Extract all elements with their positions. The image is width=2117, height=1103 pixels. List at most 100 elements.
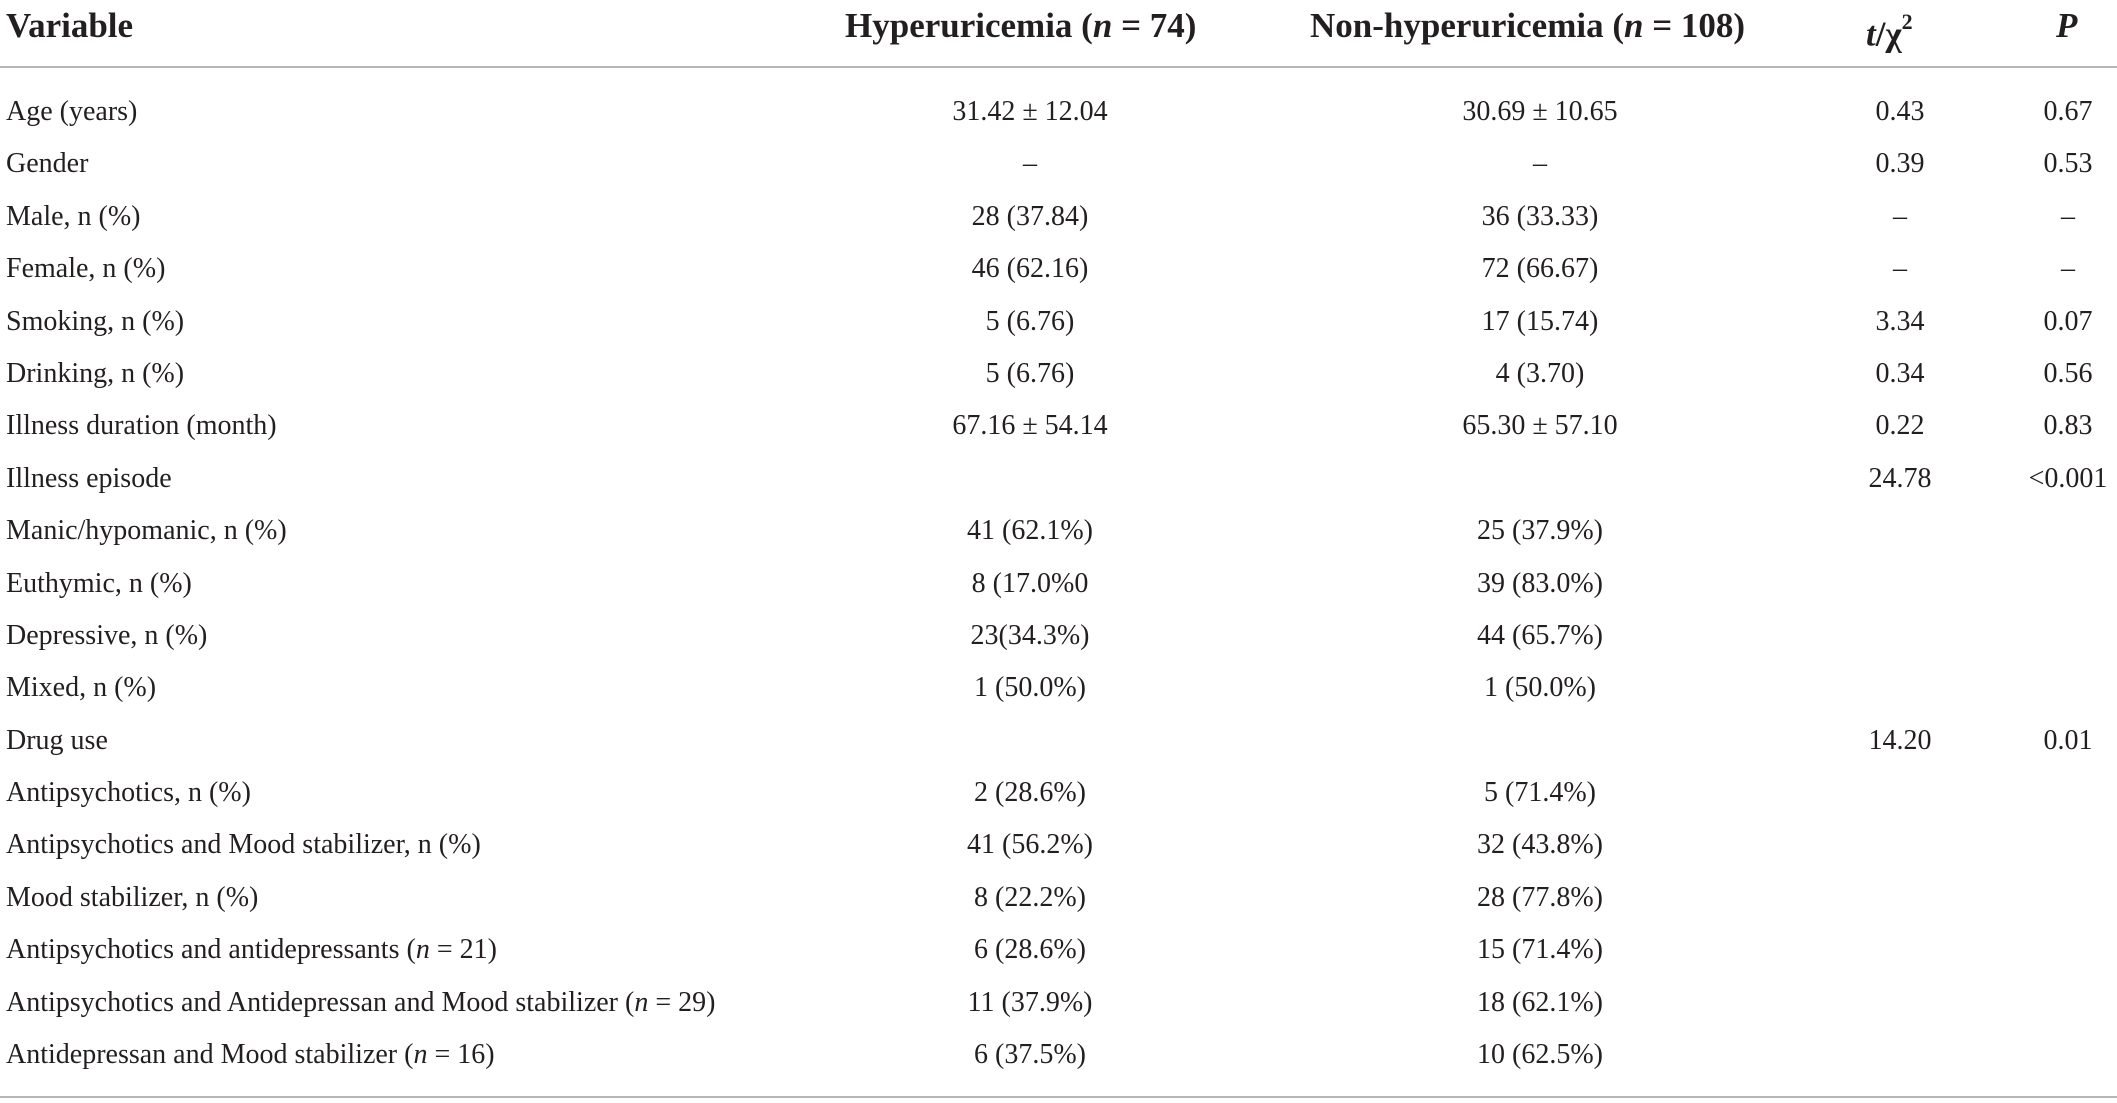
cell-p-value bbox=[1998, 819, 2117, 871]
table-row: Gender – – 0.39 0.53 bbox=[0, 138, 2117, 190]
table-row: Depressive, n (%) 23(34.3%) 44 (65.7%) bbox=[0, 610, 2117, 662]
cell-non-hyperuricemia: 32 (43.8%) bbox=[1477, 829, 1603, 861]
table-row: Euthymic, n (%) 8 (17.0%0 39 (83.0%) bbox=[0, 558, 2117, 610]
cell-variable: Drug use bbox=[6, 724, 108, 756]
cell-non-hyperuricemia: 4 (3.70) bbox=[1495, 357, 1585, 389]
cell-hyperuricemia: 41 (62.1%) bbox=[967, 515, 1093, 547]
table-row: Illness episode 24.78 <0.001 bbox=[0, 453, 2117, 505]
cell-non-hyperuricemia: 5 (71.4%) bbox=[1484, 777, 1596, 809]
cell-non-hyperuricemia: 25 (37.9%) bbox=[1477, 515, 1603, 547]
cell-variable: Antipsychotics and antidepressants (n = … bbox=[6, 934, 497, 966]
table-row: Smoking, n (%) 5 (6.76) 17 (15.74) 3.34 0.07 bbox=[0, 296, 2117, 348]
cell-variable: Illness episode bbox=[6, 462, 172, 494]
cell-t-chi-square bbox=[1830, 662, 1970, 714]
cell-hyperuricemia: – bbox=[1023, 148, 1037, 180]
table-row: Manic/hypomanic, n (%) 41 (62.1%) 25 (37.9… bbox=[0, 505, 2117, 557]
table-body: Age (years) 31.42 ± 12.04 30.69 ± 10.65 0.4… bbox=[0, 86, 2117, 1081]
cell-hyperuricemia: 46 (62.16) bbox=[971, 253, 1089, 285]
cell-t-chi-square bbox=[1830, 977, 1970, 1029]
cell-non-hyperuricemia: 44 (65.7%) bbox=[1477, 619, 1603, 651]
cell-p-value bbox=[1998, 872, 2117, 924]
bottom-rule bbox=[0, 1096, 2117, 1098]
cell-non-hyperuricemia: 1 (50.0%) bbox=[1484, 672, 1596, 704]
cell-variable: Drinking, n (%) bbox=[6, 357, 185, 389]
cell-variable: Antipsychotics, n (%) bbox=[6, 777, 251, 809]
cell-t-chi-square bbox=[1830, 819, 1970, 871]
cell-t-chi-square: 0.39 bbox=[1875, 148, 1925, 180]
cell-hyperuricemia: 6 (28.6%) bbox=[974, 934, 1086, 966]
cell-p-value: 0.67 bbox=[2043, 96, 2093, 127]
cell-non-hyperuricemia: 18 (62.1%) bbox=[1477, 986, 1603, 1018]
table-row: Antipsychotics and Antidepressan and Moo… bbox=[0, 977, 2117, 1029]
cell-t-chi-square bbox=[1830, 767, 1970, 819]
cell-hyperuricemia: 1 (50.0%) bbox=[974, 672, 1086, 704]
cell-variable: Euthymic, n (%) bbox=[6, 567, 192, 599]
cell-p-value: 0.07 bbox=[2043, 305, 2093, 337]
cell-t-chi-square bbox=[1830, 610, 1970, 662]
cell-t-chi-square: – bbox=[1893, 200, 1907, 232]
cell-variable: Illness duration (month) bbox=[6, 410, 277, 442]
cell-p-value bbox=[1998, 1029, 2117, 1081]
cell-hyperuricemia: 67.16 ± 54.14 bbox=[952, 410, 1108, 442]
cell-p-value: – bbox=[2061, 200, 2075, 232]
table-row: Drinking, n (%) 5 (6.76) 4 (3.70) 0.34 0.56 bbox=[0, 348, 2117, 400]
table-row: Illness duration (month) 67.16 ± 54.14 65.… bbox=[0, 400, 2117, 452]
cell-p-value: 0.01 bbox=[2043, 724, 2093, 756]
cell-variable: Antidepressan and Mood stabilizer (n = 1… bbox=[6, 1039, 495, 1071]
cell-variable: Male, n (%) bbox=[6, 200, 141, 232]
cell-t-chi-square: 3.34 bbox=[1875, 305, 1925, 337]
cell-hyperuricemia: 41 (56.2%) bbox=[967, 829, 1093, 861]
table-row: Drug use 14.20 0.01 bbox=[0, 715, 2117, 767]
cell-non-hyperuricemia: 15 (71.4%) bbox=[1477, 934, 1603, 966]
cell-variable: Mixed, n (%) bbox=[6, 672, 157, 704]
cell-hyperuricemia: 23(34.3%) bbox=[970, 619, 1090, 651]
cell-non-hyperuricemia: 30.69 ± 10.65 bbox=[1462, 96, 1618, 127]
cell-variable: Smoking, n (%) bbox=[6, 305, 185, 337]
cell-p-value bbox=[1998, 558, 2117, 610]
cell-p-value: 0.56 bbox=[2043, 357, 2093, 389]
cell-non-hyperuricemia bbox=[1420, 453, 1660, 505]
cell-variable: Antipsychotics and Mood stabilizer, n (%… bbox=[6, 829, 481, 861]
cell-non-hyperuricemia: 65.30 ± 57.10 bbox=[1462, 410, 1618, 442]
table-row: Antidepressan and Mood stabilizer (n = 1… bbox=[0, 1029, 2117, 1081]
header-non-hyperuricemia: Non-hyperuricemia (n = 108) bbox=[1310, 6, 1746, 45]
cell-hyperuricemia: 31.42 ± 12.04 bbox=[952, 96, 1108, 127]
cell-t-chi-square: 0.34 bbox=[1875, 357, 1925, 389]
cell-variable: Depressive, n (%) bbox=[6, 619, 208, 651]
cell-t-chi-square: 24.78 bbox=[1868, 462, 1932, 494]
cell-hyperuricemia: 8 (17.0%0 bbox=[971, 567, 1089, 599]
cell-t-chi-square bbox=[1830, 558, 1970, 610]
cell-p-value bbox=[1998, 767, 2117, 819]
cell-hyperuricemia: 5 (6.76) bbox=[985, 305, 1075, 337]
cell-t-chi-square bbox=[1830, 505, 1970, 557]
table-header: Variable Hyperuricemia (n = 74) Non-hype… bbox=[0, 0, 2117, 68]
cell-variable: Gender bbox=[6, 148, 89, 180]
cell-hyperuricemia bbox=[930, 453, 1130, 505]
cell-p-value bbox=[1998, 977, 2117, 1029]
header-p-value: P bbox=[2056, 6, 2078, 45]
cell-non-hyperuricemia: 36 (33.33) bbox=[1481, 200, 1599, 232]
cell-t-chi-square bbox=[1830, 872, 1970, 924]
header-t-chi-square: t/χ2 bbox=[1866, 9, 1913, 54]
cell-t-chi-square bbox=[1830, 924, 1970, 976]
cell-variable: Manic/hypomanic, n (%) bbox=[6, 515, 287, 547]
cell-p-value bbox=[1998, 610, 2117, 662]
header-variable: Variable bbox=[6, 6, 134, 45]
cell-hyperuricemia: 5 (6.76) bbox=[985, 357, 1075, 389]
cell-variable: Antipsychotics and Antidepressan and Moo… bbox=[6, 986, 716, 1018]
cell-non-hyperuricemia: 28 (77.8%) bbox=[1477, 881, 1603, 913]
cell-hyperuricemia: 11 (37.9%) bbox=[967, 986, 1093, 1018]
cell-hyperuricemia bbox=[930, 715, 1130, 767]
cell-variable: Mood stabilizer, n (%) bbox=[6, 881, 259, 913]
cell-non-hyperuricemia bbox=[1420, 715, 1660, 767]
table-row: Antipsychotics and Mood stabilizer, n (%… bbox=[0, 819, 2117, 871]
table-row: Antipsychotics, n (%) 2 (28.6%) 5 (71.4%) bbox=[0, 767, 2117, 819]
cell-p-value: 0.83 bbox=[2043, 410, 2093, 442]
cell-non-hyperuricemia: – bbox=[1533, 148, 1547, 180]
cell-hyperuricemia: 28 (37.84) bbox=[971, 200, 1089, 232]
cell-t-chi-square: 14.20 bbox=[1868, 724, 1932, 756]
cell-p-value: – bbox=[2061, 253, 2075, 285]
cell-p-value bbox=[1998, 505, 2117, 557]
cell-t-chi-square: 0.43 bbox=[1875, 96, 1925, 127]
